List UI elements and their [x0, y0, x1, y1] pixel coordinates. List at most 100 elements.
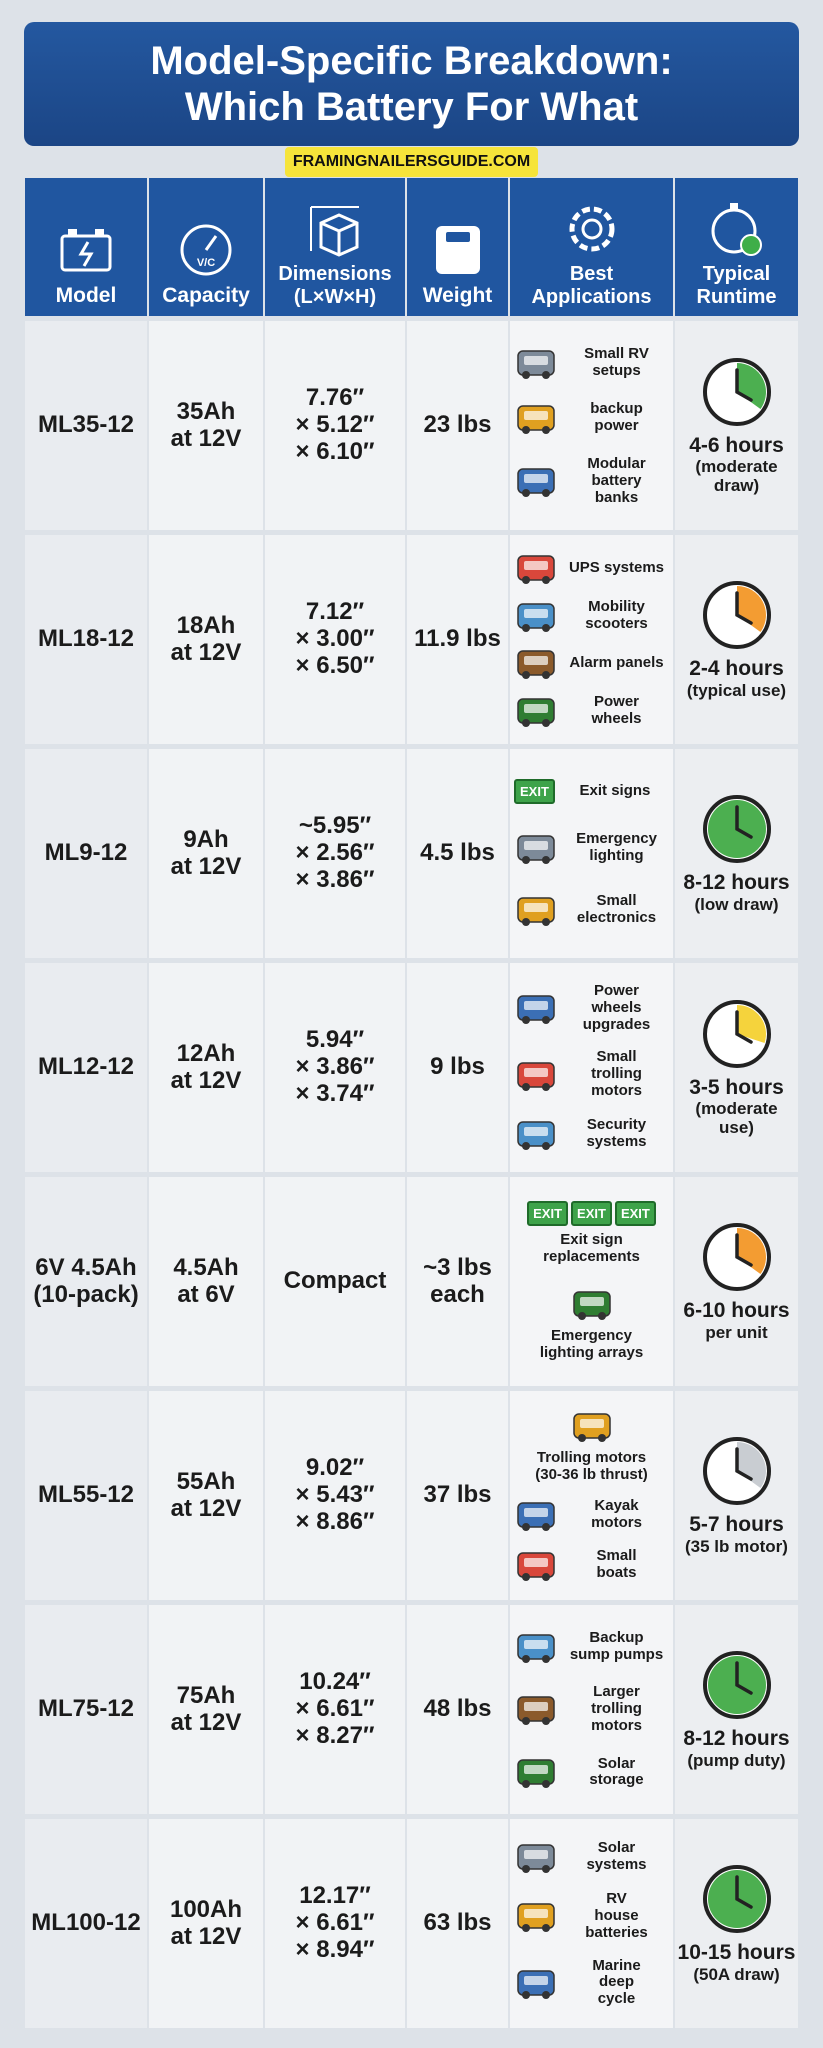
application-icon: EXIT EXIT EXIT — [527, 1201, 656, 1227]
text-line: 9 lbs — [430, 1053, 485, 1081]
weight-cell: 4.5 lbs — [407, 749, 508, 958]
application-icon — [514, 463, 558, 499]
icon-graphic — [517, 1844, 555, 1874]
icon-shape — [522, 1654, 530, 1663]
text-line: Marine — [592, 1956, 641, 1974]
text-line: at 6V — [177, 1280, 235, 1308]
text-line: Mobility — [588, 597, 645, 615]
clock-hands — [734, 1233, 753, 1267]
clock-fill — [736, 1442, 766, 1489]
column-header: Typical Runtime — [675, 178, 798, 316]
text-line: Capacity — [162, 284, 250, 308]
text-line: 10.24″ — [299, 1668, 371, 1696]
text-line: × 3.86″ — [295, 865, 375, 893]
application-label: Emergency lighting arrays — [540, 1327, 643, 1362]
application-item: Small electronics — [514, 892, 669, 928]
text-line: (30-36 lb thrust) — [535, 1466, 648, 1484]
dimensions-cell: 7.12″ × 3.00″ × 6.50″ — [265, 535, 405, 744]
text-line: × 5.12″ — [295, 411, 375, 439]
weight-cell: 23 lbs — [407, 321, 508, 530]
runtime-cell: 2-4 hours (typical use) — [675, 535, 798, 744]
weight-cell: 11.9 lbs — [407, 535, 508, 744]
runtime-cell: 3-5 hours (moderate use) — [675, 963, 798, 1172]
application-label: UPS systems — [564, 559, 669, 577]
text-line: (typical use) — [686, 680, 787, 700]
icon-graphic — [517, 697, 555, 727]
text-line: Exit signs — [579, 782, 651, 800]
application-label: Solar storage — [564, 1755, 669, 1790]
icon-shape — [542, 1016, 550, 1025]
icon-shape — [522, 1141, 530, 1150]
text-line: × 3.74″ — [295, 1079, 375, 1107]
icon-shape — [597, 1434, 606, 1443]
model-cell: ML75-12 — [25, 1605, 147, 1814]
text-line: sump pumps — [569, 1645, 664, 1663]
icon-shape — [569, 206, 614, 252]
icon-shape — [542, 718, 550, 727]
icon-shape — [577, 1312, 586, 1321]
icon-graphic — [517, 405, 555, 435]
text-line: Security — [586, 1116, 647, 1134]
text-line: lighting — [589, 847, 644, 864]
application-item: Security systems — [514, 1116, 669, 1152]
clock-hands — [734, 1661, 753, 1695]
text-line: Emergency — [576, 830, 657, 848]
text-line: 100Ah — [169, 1895, 243, 1923]
application-item: Kayak motors — [514, 1497, 669, 1533]
icon-shape — [524, 411, 548, 421]
icon-graphic — [517, 1903, 555, 1933]
text-line: battery — [591, 471, 642, 489]
weight-cell: ~3 lbs each — [407, 1177, 508, 1386]
applications-cell: Solar systems RV house batteries Marine deep cy… — [510, 1819, 673, 2028]
exit-icon: EXIT — [571, 1201, 612, 1227]
header-icon — [435, 226, 480, 275]
model-cell: ML35-12 — [25, 321, 147, 530]
icon-shape — [542, 856, 550, 864]
icon-shape — [542, 1523, 550, 1532]
application-icon — [514, 892, 558, 928]
application-label: Small electronics — [564, 892, 669, 927]
application-icon — [514, 1057, 558, 1093]
text-line: × 2.56″ — [295, 839, 375, 867]
icon-shape — [522, 671, 530, 680]
icon-shape — [78, 241, 94, 268]
text-line: × 3.86″ — [295, 1053, 375, 1081]
text-line: × 6.50″ — [295, 651, 375, 679]
text-line: house — [594, 1906, 639, 1924]
text-line: (moderate — [695, 457, 778, 477]
application-icon — [570, 1286, 614, 1322]
icon-shape — [542, 489, 550, 498]
icon-shape — [522, 1924, 530, 1933]
text-line: ML18-12 — [37, 625, 135, 653]
icon-shape — [524, 1067, 548, 1077]
text-line: Weight — [422, 284, 493, 308]
clock-icon — [702, 795, 771, 864]
icon-shape — [579, 1297, 604, 1307]
text-line: 55Ah — [176, 1467, 236, 1495]
text-line: Larger — [593, 1683, 640, 1701]
header-icon: V/C — [180, 224, 232, 276]
icon-shape — [524, 1850, 548, 1860]
application-icon — [514, 1839, 558, 1875]
application-label: Security systems — [564, 1116, 669, 1151]
application-icon — [514, 598, 558, 634]
text-line: trolling — [591, 1700, 642, 1718]
application-icon — [514, 645, 558, 681]
application-icon — [514, 1898, 558, 1934]
clock-icon — [702, 1437, 771, 1506]
text-line: banks — [594, 488, 639, 506]
text-line: Model — [55, 284, 117, 308]
text-line: at 12V — [170, 1708, 242, 1736]
application-label: Backup sump pumps — [564, 1629, 669, 1664]
application-item: backup power — [514, 400, 669, 436]
applications-cell: EXIT Exit signs Emergency lighting Small elec… — [510, 749, 673, 958]
icon-shape — [204, 235, 218, 252]
text-line: 35Ah — [176, 397, 236, 425]
icon-shape — [577, 1434, 586, 1443]
model-cell: ML55-12 — [25, 1391, 147, 1600]
application-icon — [514, 345, 558, 381]
text-line: Solar — [597, 1839, 636, 1857]
application-label: Marine deep cycle — [564, 1956, 669, 2008]
icon-shape — [522, 1990, 530, 1999]
